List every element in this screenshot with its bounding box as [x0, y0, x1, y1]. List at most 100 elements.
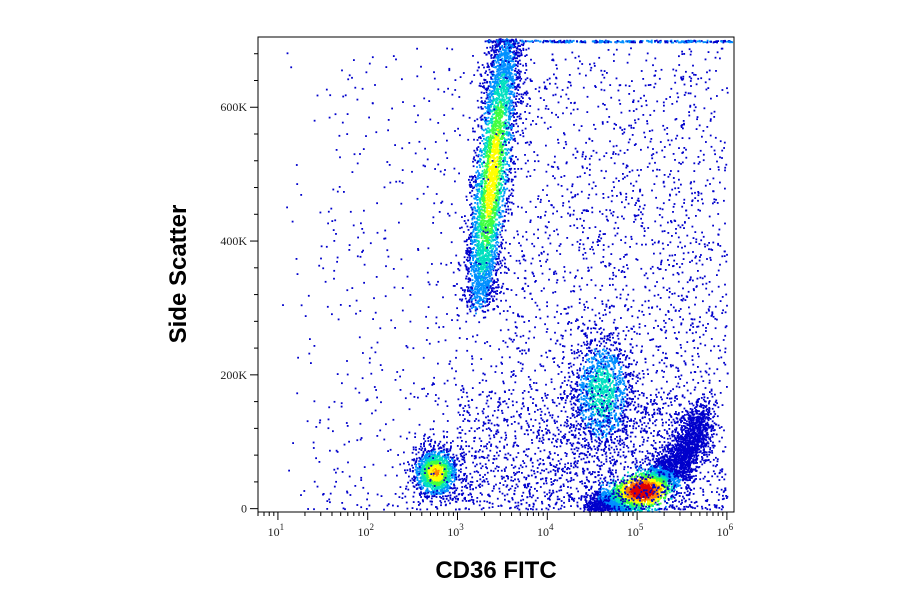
event-dot [469, 226, 472, 229]
event-dot [487, 105, 490, 108]
event-dot [484, 291, 487, 293]
event-dot [464, 265, 467, 267]
event-dot [474, 209, 477, 212]
event-dot [476, 228, 478, 231]
event-dot [489, 236, 492, 239]
event-dot [441, 480, 443, 483]
event-dot [484, 235, 487, 237]
event-dot [487, 220, 490, 222]
event-dot [476, 190, 479, 192]
event-dot [479, 201, 482, 204]
event-dot [508, 105, 511, 108]
event-dot [477, 223, 480, 226]
event-dot [481, 197, 484, 200]
event-dot [469, 175, 471, 178]
event-dot [496, 132, 499, 135]
event-dot [512, 202, 515, 205]
event-dot [498, 197, 501, 199]
event-dot [499, 266, 502, 269]
event-dot [490, 210, 493, 213]
event-dot [516, 92, 518, 95]
event-dot [417, 501, 420, 503]
event-dot [502, 95, 505, 97]
event-dot [501, 73, 504, 76]
event-dot [501, 166, 504, 169]
event-dot [486, 80, 488, 83]
event-dot [495, 232, 498, 235]
event-dot [506, 124, 509, 127]
event-dot [481, 278, 483, 281]
event-dot [477, 205, 479, 207]
event-dot [484, 258, 486, 260]
event-dot [423, 437, 425, 440]
event-dot [486, 89, 488, 92]
event-dot [516, 142, 519, 145]
event-dot [498, 139, 500, 141]
event-dot [487, 210, 490, 212]
event-dot [498, 44, 500, 46]
event-dot [484, 165, 487, 167]
event-dot [484, 278, 487, 281]
event-dot [478, 174, 481, 176]
event-dot [505, 88, 508, 90]
event-dot [500, 71, 503, 74]
event-dot [479, 208, 481, 211]
event-dot [484, 201, 487, 203]
event-dot [469, 252, 471, 254]
event-dot [414, 461, 417, 464]
event-dot [503, 74, 505, 76]
event-dot [481, 206, 484, 208]
event-dot [485, 282, 487, 284]
event-dot [485, 175, 488, 177]
event-dot [482, 245, 485, 248]
event-dot [494, 162, 497, 164]
event-dot [475, 249, 478, 251]
event-dot [508, 131, 510, 134]
event-dot [490, 245, 493, 248]
event-dot [475, 213, 477, 215]
event-dot [471, 213, 473, 216]
event-dot [503, 271, 506, 274]
event-dot [496, 99, 499, 102]
event-dot [503, 87, 506, 90]
event-dot [501, 247, 503, 250]
event-dot [498, 98, 501, 101]
event-dot [467, 238, 470, 240]
event-dot [487, 203, 490, 206]
event-dot [508, 170, 511, 173]
event-dot [469, 247, 472, 250]
event-dot [478, 305, 481, 308]
event-dot [496, 70, 498, 73]
event-dot [494, 209, 497, 211]
event-dot [488, 207, 490, 209]
event-dot [482, 279, 484, 282]
event-dot [495, 118, 497, 121]
event-dot [513, 112, 515, 115]
event-dot [499, 260, 502, 263]
event-dot [508, 122, 510, 125]
event-dot [496, 124, 499, 127]
event-dot [490, 273, 493, 276]
event-dot [502, 238, 504, 241]
event-dot [508, 57, 511, 60]
event-dot [484, 106, 487, 108]
event-dot [504, 188, 507, 191]
event-dot [481, 64, 484, 66]
event-dot [480, 85, 482, 88]
event-dot [500, 146, 503, 149]
event-dot [496, 229, 499, 232]
event-dot [488, 297, 491, 300]
event-dot [508, 70, 510, 73]
event-dot [501, 46, 504, 49]
event-dot [504, 138, 506, 141]
event-dot [489, 173, 492, 176]
event-dot [495, 269, 497, 272]
event-dot [520, 77, 523, 80]
event-dot [490, 253, 493, 256]
event-dot [506, 133, 508, 136]
event-dot [468, 259, 471, 262]
event-dot [502, 131, 505, 134]
event-dot [492, 179, 495, 182]
event-dot [512, 77, 514, 80]
event-dot [501, 115, 504, 118]
